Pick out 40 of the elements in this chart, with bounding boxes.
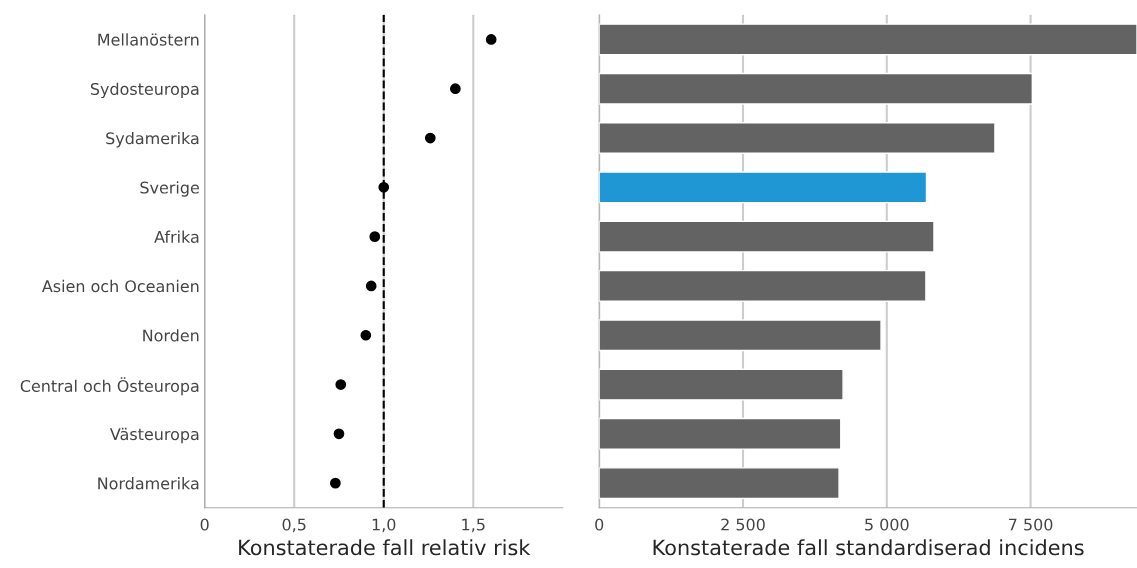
x-tick-label: 5 000 [865,518,909,531]
point [330,477,341,489]
y-tick-label: Nordamerika [98,477,199,490]
point [335,379,347,390]
bar [599,269,927,302]
x-tick-label: 0,5 [282,518,306,533]
y-tick-label: Afrika [154,230,199,243]
bar [599,171,928,204]
x-tick-label: 1,5 [462,518,485,533]
bar [599,319,882,352]
point [365,280,377,292]
x-axis-title: Konstaterade fall standardiserad incidens [653,539,1084,556]
x-axis-title: Konstaterade fall relativ risk [239,539,531,556]
y-tick-label: Asien och Oceanien [41,279,199,293]
bar [599,23,1137,56]
x-tick-label: 0 [200,518,209,531]
x-tick-label: 0 [595,518,604,531]
y-tick-label: Norden [143,329,199,342]
point [450,83,461,95]
point [485,34,497,45]
bar [599,467,840,500]
bar [599,417,842,450]
point [360,329,372,341]
bar [599,220,935,253]
x-tick-label: 7 500 [1009,518,1053,531]
bar [599,368,844,401]
point [378,181,390,193]
y-tick-label: Sydosteuropa [90,82,199,99]
x-tick-label: 2 500 [721,518,765,531]
bar [599,122,996,155]
y-tick-label: Sydamerika [106,131,199,148]
point [369,231,381,242]
point [424,132,436,144]
y-tick-label: Sverige [140,181,199,197]
point [333,428,345,440]
y-tick-label: Mellanöstern [98,33,199,46]
x-tick-label: 1,0 [372,518,396,533]
y-tick-label: Central och Östeuropa [20,377,199,396]
bar [599,72,1034,105]
y-tick-label: Västeuropa [110,427,199,444]
